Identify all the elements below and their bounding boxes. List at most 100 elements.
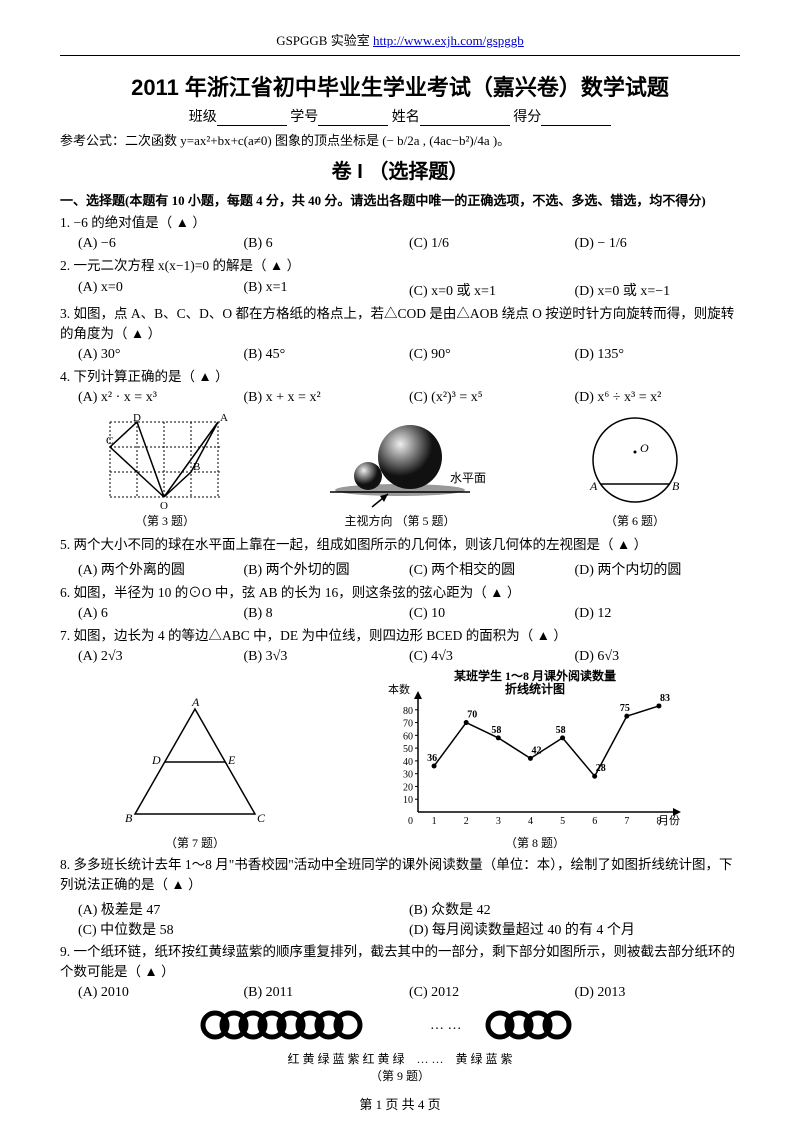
q7-c: (C) 4√3 [409,649,575,665]
q8-b: (B) 众数是 42 [409,899,740,919]
q2-opts: (A) x=0 (B) x=1 (C) x=0 或 x=1 (D) x=0 或 … [78,280,740,300]
q9-c: (C) 2012 [409,985,575,1001]
q9-d: (D) 2013 [575,985,741,1001]
q8-c: (C) 中位数是 58 [78,919,409,939]
q5-opts: (A) 两个外离的圆 (B) 两个外切的圆 (C) 两个相交的圆 (D) 两个内… [78,559,740,579]
q5-b: (B) 两个外切的圆 [244,559,410,579]
fig6-cap: （第 6 题） [570,512,700,529]
q9-a: (A) 2010 [78,985,244,1001]
fig9-right: 黄 绿 蓝 紫 [456,1052,513,1066]
chart8: 某班学生 1～8 月课外阅读数量折线统计图本数10203040506070803… [380,669,690,851]
figure-row-1: CD AB O （第 3 题） 水平面 主视方向 （第 5 题） [60,412,740,529]
q3-a: (A) 30° [78,347,244,363]
header-url[interactable]: http://www.exjh.com/gspggb [373,33,524,48]
svg-text:1: 1 [432,816,437,827]
header-divider [60,55,740,56]
svg-text:5: 5 [560,816,565,827]
svg-text:80: 80 [403,706,413,717]
q4-text: 4. 下列计算正确的是（ ▲ ） [60,367,740,387]
fig7: A B C D E （第 7 题） [110,694,280,851]
q7-b: (B) 3√3 [244,649,410,665]
fig6: O A B （第 6 题） [570,412,700,529]
svg-text:本数: 本数 [388,682,410,696]
svg-text:E: E [227,753,236,767]
q1-c: (C) 1/6 [409,236,575,252]
q5-d: (D) 两个内切的圆 [575,559,741,579]
lab-text: GSPGGB 实验室 [276,33,370,48]
label-name: 姓名 [392,110,420,125]
q3-d: (D) 135° [575,347,741,363]
q2-a: (A) x=0 [78,280,244,300]
q7-opts: (A) 2√3 (B) 3√3 (C) 4√3 (D) 6√3 [78,649,740,665]
q7-d: (D) 6√3 [575,649,741,665]
q3-c: (C) 90° [409,347,575,363]
svg-text:C: C [257,811,266,825]
fig7-svg: A B C D E [110,694,280,834]
q6-opts: (A) 6 (B) 8 (C) 10 (D) 12 [78,606,740,622]
q1-b: (B) 6 [244,236,410,252]
fig6-svg: O A B [570,412,700,512]
q2-text: 2. 一元二次方程 x(x−1)=0 的解是（ ▲ ） [60,256,740,276]
svg-text:O: O [640,441,649,455]
svg-text:某班学生 1～8 月课外阅读数量: 某班学生 1～8 月课外阅读数量 [454,669,616,683]
svg-text:C: C [106,435,113,447]
svg-text:58: 58 [491,725,501,736]
page-title: 2011 年浙江省初中毕业生学业考试（嘉兴卷）数学试题 [60,70,740,102]
q5-c: (C) 两个相交的圆 [409,559,575,579]
svg-text:40: 40 [403,757,413,768]
formula-text: 参考公式：二次函数 y=ax²+bx+c(a≠0) 图象的顶点坐标是 (− b/… [60,130,740,149]
svg-text:42: 42 [531,745,541,756]
svg-text:D: D [133,412,141,424]
svg-text:B: B [672,479,680,493]
fig5-svg: 水平面 [310,412,490,512]
fig9-cap: （第 9 题） [60,1067,740,1084]
q6-b: (B) 8 [244,606,410,622]
q6-d: (D) 12 [575,606,741,622]
q8-a: (A) 极差是 47 [78,899,409,919]
svg-text:A: A [191,695,200,709]
fig3-svg: C D A B O [100,412,230,512]
svg-text:28: 28 [596,763,606,774]
q5-text: 5. 两个大小不同的球在水平面上靠在一起，组成如图所示的几何体，则该几何体的左视… [60,535,740,555]
figure-row-2: A B C D E （第 7 题） 某班学生 1～8 月课外阅读数量折线统计图本… [60,669,740,851]
header-link: GSPGGB 实验室 http://www.exjh.com/gspggb [60,30,740,49]
q4-a: (A) x² · x = x³ [78,390,244,406]
fig9-dots: … … [417,1052,444,1066]
q4-d: (D) x⁶ ÷ x³ = x² [575,390,741,406]
svg-text:70: 70 [403,719,413,730]
fig3: C D A B O （第 3 题） [100,412,230,529]
svg-text:0: 0 [408,816,413,827]
svg-text:7: 7 [624,816,629,827]
svg-text:O: O [160,500,168,512]
q1-opts: (A) −6 (B) 6 (C) 1/6 (D) − 1/6 [78,236,740,252]
q1-a: (A) −6 [78,236,244,252]
q3-opts: (A) 30° (B) 45° (C) 90° (D) 135° [78,347,740,363]
q9-b: (B) 2011 [244,985,410,1001]
chart8-cap: （第 8 题） [380,834,690,851]
q2-c: (C) x=0 或 x=1 [409,280,575,300]
fig9-left: 红 黄 绿 蓝 紫 红 黄 绿 [287,1052,404,1066]
svg-text:30: 30 [403,770,413,781]
q9-opts: (A) 2010 (B) 2011 (C) 2012 (D) 2013 [78,985,740,1001]
svg-text:83: 83 [660,693,670,704]
svg-text:75: 75 [620,703,630,714]
q8-text: 8. 多多班长统计去年 1～8 月"书香校园"活动中全班同学的课外阅读数量（单位… [60,855,740,896]
svg-text:A: A [220,412,228,424]
q8-opts: (A) 极差是 47 (B) 众数是 42 (C) 中位数是 58 (D) 每月… [78,899,740,939]
q1-d: (D) − 1/6 [575,236,741,252]
info-line: 班级 学号 姓名 得分 [60,106,740,126]
svg-text:B: B [125,811,133,825]
q3-b: (B) 45° [244,347,410,363]
svg-text:6: 6 [592,816,597,827]
fig3-cap: （第 3 题） [100,512,230,529]
q4-b: (B) x + x = x² [244,390,410,406]
fig9: … … 红 黄 绿 蓝 紫 红 黄 绿 … … 黄 绿 蓝 紫 （第 9 题） [60,1005,740,1084]
fig5-label1: 主视方向 [344,514,392,528]
svg-text:月份: 月份 [658,814,680,827]
q5-a: (A) 两个外离的圆 [78,559,244,579]
q1-text: 1. −6 的绝对值是（ ▲ ） [60,213,740,233]
q3-text: 3. 如图，点 A、B、C、D、O 都在方格纸的格点上，若△COD 是由△AOB… [60,304,740,345]
svg-text:B: B [193,461,200,473]
q6-text: 6. 如图，半径为 10 的⊙O 中，弦 AB 的长为 16，则这条弦的弦心距为… [60,583,740,603]
q9-text: 9. 一个纸环链，纸环按红黄绿蓝紫的顺序重复排列，截去其中的一部分，剩下部分如图… [60,942,740,983]
